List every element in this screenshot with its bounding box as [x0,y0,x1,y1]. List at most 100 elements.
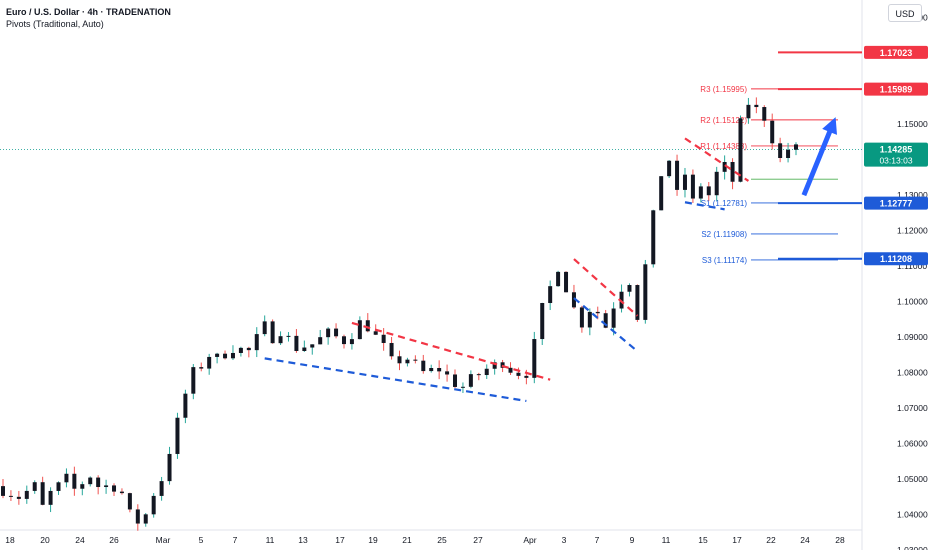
candle [524,375,529,378]
pivot-label: R3 (1.15995) [700,85,747,94]
candle [476,374,481,376]
candle [754,104,759,108]
x-tick-label: Apr [523,535,536,545]
currency-button[interactable]: USD [888,4,922,22]
x-tick-label: 3 [562,535,567,545]
x-tick-label: Mar [156,535,171,545]
candle [357,320,362,340]
indicator-label[interactable]: Pivots (Traditional, Auto) [6,19,104,29]
trendline [573,258,639,317]
candle [175,417,180,454]
candle [675,160,680,190]
candle [334,328,339,337]
current-price-bg [864,142,928,167]
candle [254,334,259,351]
candle [310,344,315,348]
candle [397,356,402,364]
candle [603,313,608,328]
price-tag-label: 1.17023 [880,48,913,58]
candle [595,311,600,314]
candle [223,353,228,359]
candle [381,334,386,343]
candle [786,149,791,158]
pivot-label: S2 (1.11908) [701,230,747,239]
x-tick-label: 18 [5,535,15,545]
candle [294,335,299,351]
candle [627,285,632,292]
candle [119,491,124,494]
x-tick-label: 5 [199,535,204,545]
candle [579,307,584,328]
candle [207,356,212,369]
candle [548,286,553,304]
candle [246,347,251,351]
x-tick-label: 7 [233,535,238,545]
countdown-label: 03:13:03 [879,156,912,166]
candle [484,368,489,376]
y-tick-label: 1.12000 [897,226,928,236]
y-tick-label: 1.06000 [897,439,928,449]
candle [230,352,235,359]
y-tick-label: 1.13000 [897,190,928,200]
trendline [684,201,725,211]
candle [40,482,45,505]
candle [302,347,307,351]
x-tick-label: 25 [437,535,447,545]
candle [540,303,545,340]
x-tick-label: 11 [662,535,671,545]
candle [341,336,346,345]
candle [714,171,719,196]
x-tick-label: 24 [800,535,810,545]
candle [191,367,196,394]
price-tag: 1.11208 [864,252,928,266]
candle [215,353,220,357]
candle [365,320,370,332]
candle [738,118,743,182]
trendline [351,321,551,381]
candle [135,509,140,524]
candle [183,393,188,418]
price-tag: 1.12777 [864,196,928,210]
candle [770,120,775,144]
chart-title: Euro / U.S. Dollar · 4h · TRADENATION [6,7,171,17]
price-tag-bg [864,82,928,96]
price-tag-label: 1.11208 [880,254,912,264]
candle [270,321,275,344]
candle [286,335,291,337]
x-tick-label: 21 [402,535,412,545]
x-tick-label: 17 [732,535,742,545]
candle [127,493,132,510]
candle [262,321,267,335]
candle [532,339,537,378]
candle [635,285,640,320]
candle [690,174,695,199]
price-tag-label: 1.12777 [880,199,913,209]
x-tick-label: 13 [298,535,308,545]
candle [1,486,5,496]
x-tick-label: 27 [473,535,483,545]
candle [571,292,576,308]
x-tick-label: 11 [266,535,275,545]
candle [611,308,616,328]
candle [373,331,378,335]
candle [746,104,751,119]
candle [667,160,672,177]
x-tick-label: 17 [335,535,345,545]
candle [278,336,283,344]
pivot-label: R1 (1.14388) [700,142,747,151]
x-tick-label: 22 [766,535,776,545]
pivot-label: S3 (1.11174) [702,256,747,265]
x-tick-label: 20 [40,535,50,545]
candle [706,186,711,196]
candle [318,337,323,345]
candle [80,484,85,489]
candle [159,481,164,496]
candle [32,482,37,491]
candle [16,496,21,499]
candle [516,372,521,376]
price-tag: 1.17023 [864,45,928,59]
candle [167,453,172,482]
candle [698,186,703,199]
